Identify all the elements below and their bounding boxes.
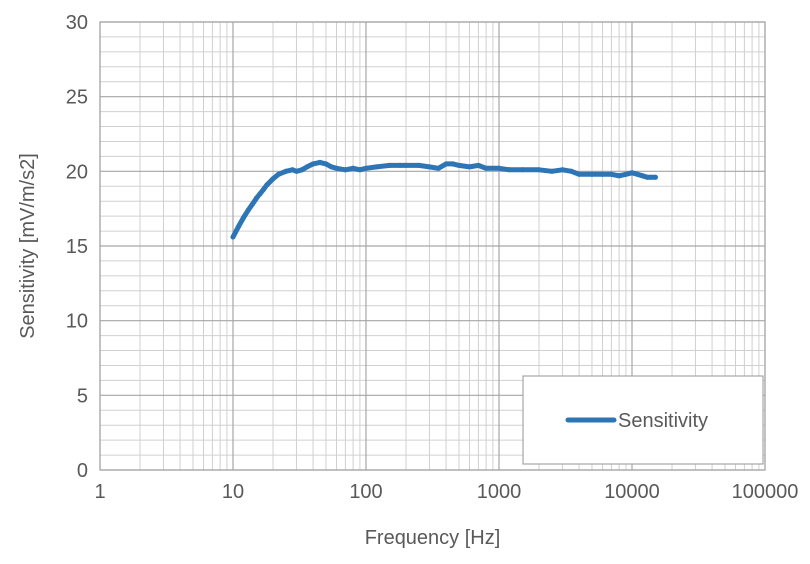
plot-area [99, 21, 766, 471]
data-point [342, 167, 348, 173]
data-point [253, 195, 259, 201]
x-tick-label: 100000 [732, 481, 799, 503]
series-layer [230, 159, 658, 240]
x-tick-label: 100 [349, 481, 382, 503]
data-point [299, 167, 305, 173]
data-point [329, 164, 334, 170]
y-tick-label: 15 [66, 236, 88, 258]
data-point [644, 174, 650, 180]
data-point [323, 161, 329, 167]
y-axis-title: Sensitivity [mV/m/s2] [17, 153, 39, 339]
data-point [416, 162, 422, 168]
legend-label-sensitivity: Sensitivity [618, 410, 708, 432]
data-point [616, 173, 622, 179]
x-axis-title: Frequency [Hz] [365, 527, 501, 549]
data-point [576, 171, 582, 177]
x-tick-label: 1 [94, 481, 105, 503]
data-point [245, 207, 251, 213]
y-tick-label: 0 [77, 460, 88, 482]
data-point [496, 165, 502, 171]
x-tick-label: 10000 [604, 481, 660, 503]
data-point [403, 162, 409, 168]
legend: Sensitivity [522, 375, 764, 465]
data-point [310, 161, 316, 167]
data-point [467, 164, 472, 170]
data-point [276, 171, 281, 177]
data-point [450, 161, 456, 167]
data-point [519, 167, 525, 173]
y-tick-label: 30 [66, 12, 88, 34]
data-point [264, 182, 270, 188]
y-tick-label: 25 [66, 87, 88, 109]
data-point [507, 167, 512, 173]
data-point [386, 162, 392, 168]
y-tick-label: 10 [66, 311, 88, 333]
data-point [290, 167, 295, 173]
data-point [435, 165, 441, 171]
data-point [334, 165, 339, 171]
data-point [483, 165, 489, 171]
data-point [629, 170, 635, 176]
data-point [443, 161, 449, 167]
data-point [317, 159, 323, 165]
data-point [350, 165, 356, 171]
data-point [257, 191, 263, 197]
data-point [283, 168, 289, 174]
data-point [236, 224, 241, 230]
data-point [230, 234, 236, 240]
data-point [304, 164, 310, 170]
y-tick-label: 20 [66, 161, 88, 183]
data-point [249, 201, 255, 207]
data-point [456, 162, 462, 168]
y-tick-labels: 0 5 10 15 20 25 30 [66, 12, 88, 482]
data-point [560, 167, 565, 173]
data-point [568, 168, 574, 174]
data-point [635, 171, 640, 177]
x-tick-label: 10 [222, 481, 244, 503]
data-point [294, 168, 299, 174]
data-point [357, 167, 363, 173]
x-tick-labels: 1 10 100 1000 10000 100000 [94, 481, 798, 503]
data-point [648, 174, 654, 180]
data-point [623, 171, 629, 177]
x-tick-label: 1000 [477, 481, 522, 503]
data-point [608, 171, 614, 177]
data-point [374, 164, 379, 170]
data-point [397, 162, 403, 168]
data-point [600, 171, 605, 177]
data-point [652, 174, 658, 180]
data-point [363, 165, 369, 171]
data-point [640, 173, 645, 179]
data-point [475, 162, 481, 168]
legend-box [522, 375, 764, 465]
data-point [261, 186, 267, 192]
data-point [549, 168, 555, 174]
data-point [589, 171, 595, 177]
data-point [536, 167, 542, 173]
y-tick-label: 5 [77, 385, 88, 407]
data-point [241, 215, 246, 221]
data-point [427, 164, 432, 170]
data-point [270, 176, 276, 182]
